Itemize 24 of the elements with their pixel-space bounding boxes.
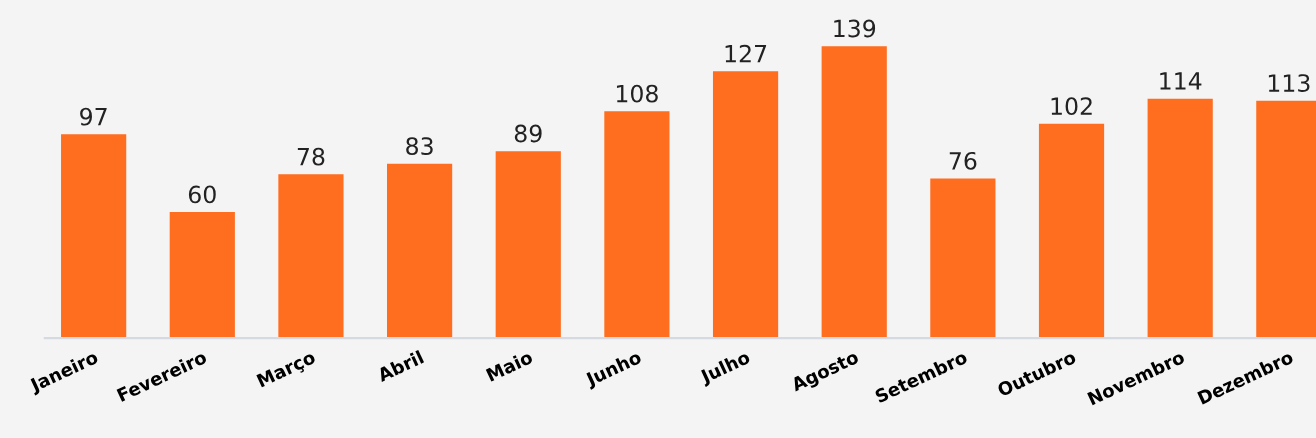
data-label: 78 — [297, 147, 325, 166]
x-tick-label: Maio — [485, 349, 534, 382]
data-label: 127 — [725, 44, 767, 63]
bar — [930, 178, 996, 339]
data-label: 108 — [616, 84, 658, 103]
data-label: 102 — [1051, 97, 1092, 116]
bar — [278, 174, 344, 339]
data-label: 60 — [188, 185, 216, 204]
data-label: 113 — [1268, 74, 1310, 93]
data-label: 97 — [80, 107, 107, 126]
data-label: 139 — [834, 19, 876, 38]
data-label: 89 — [514, 124, 542, 143]
bar — [387, 163, 453, 339]
bar — [1147, 98, 1213, 339]
data-label: 76 — [949, 151, 977, 170]
bar — [1038, 123, 1105, 339]
data-label: 114 — [1160, 72, 1202, 90]
bar — [712, 71, 779, 339]
bar — [495, 151, 561, 339]
data-label: 83 — [406, 137, 433, 156]
bar — [61, 134, 127, 339]
bar — [169, 212, 235, 339]
bar — [604, 111, 670, 339]
bar — [821, 46, 887, 339]
